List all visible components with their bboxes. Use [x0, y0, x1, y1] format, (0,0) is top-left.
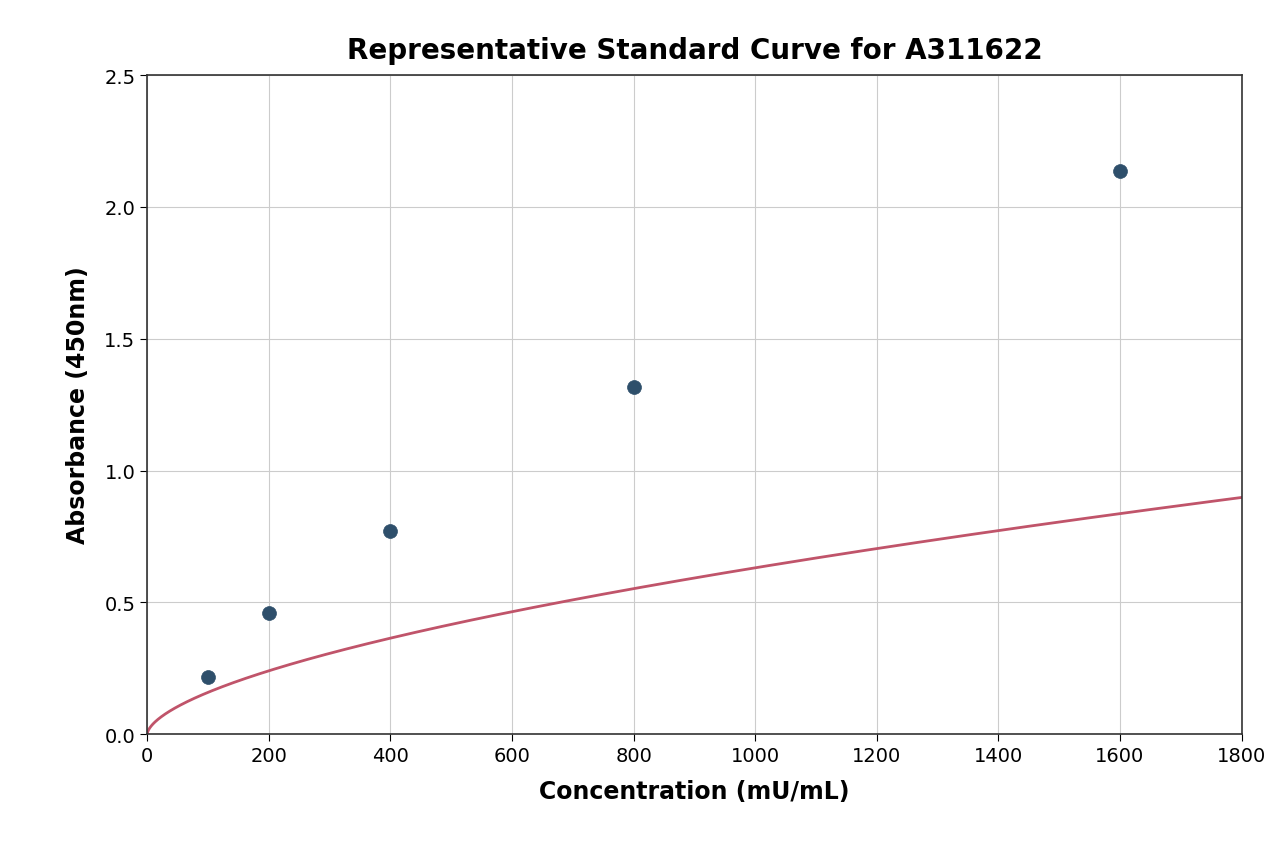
X-axis label: Concentration (mU/mL): Concentration (mU/mL): [539, 779, 850, 803]
Point: [259, 606, 279, 619]
Point: [1110, 165, 1130, 179]
Title: Representative Standard Curve for A311622: Representative Standard Curve for A31162…: [347, 37, 1042, 65]
Point: [380, 525, 401, 538]
Point: [197, 671, 218, 684]
Point: [623, 381, 644, 395]
Y-axis label: Absorbance (450nm): Absorbance (450nm): [67, 267, 91, 544]
